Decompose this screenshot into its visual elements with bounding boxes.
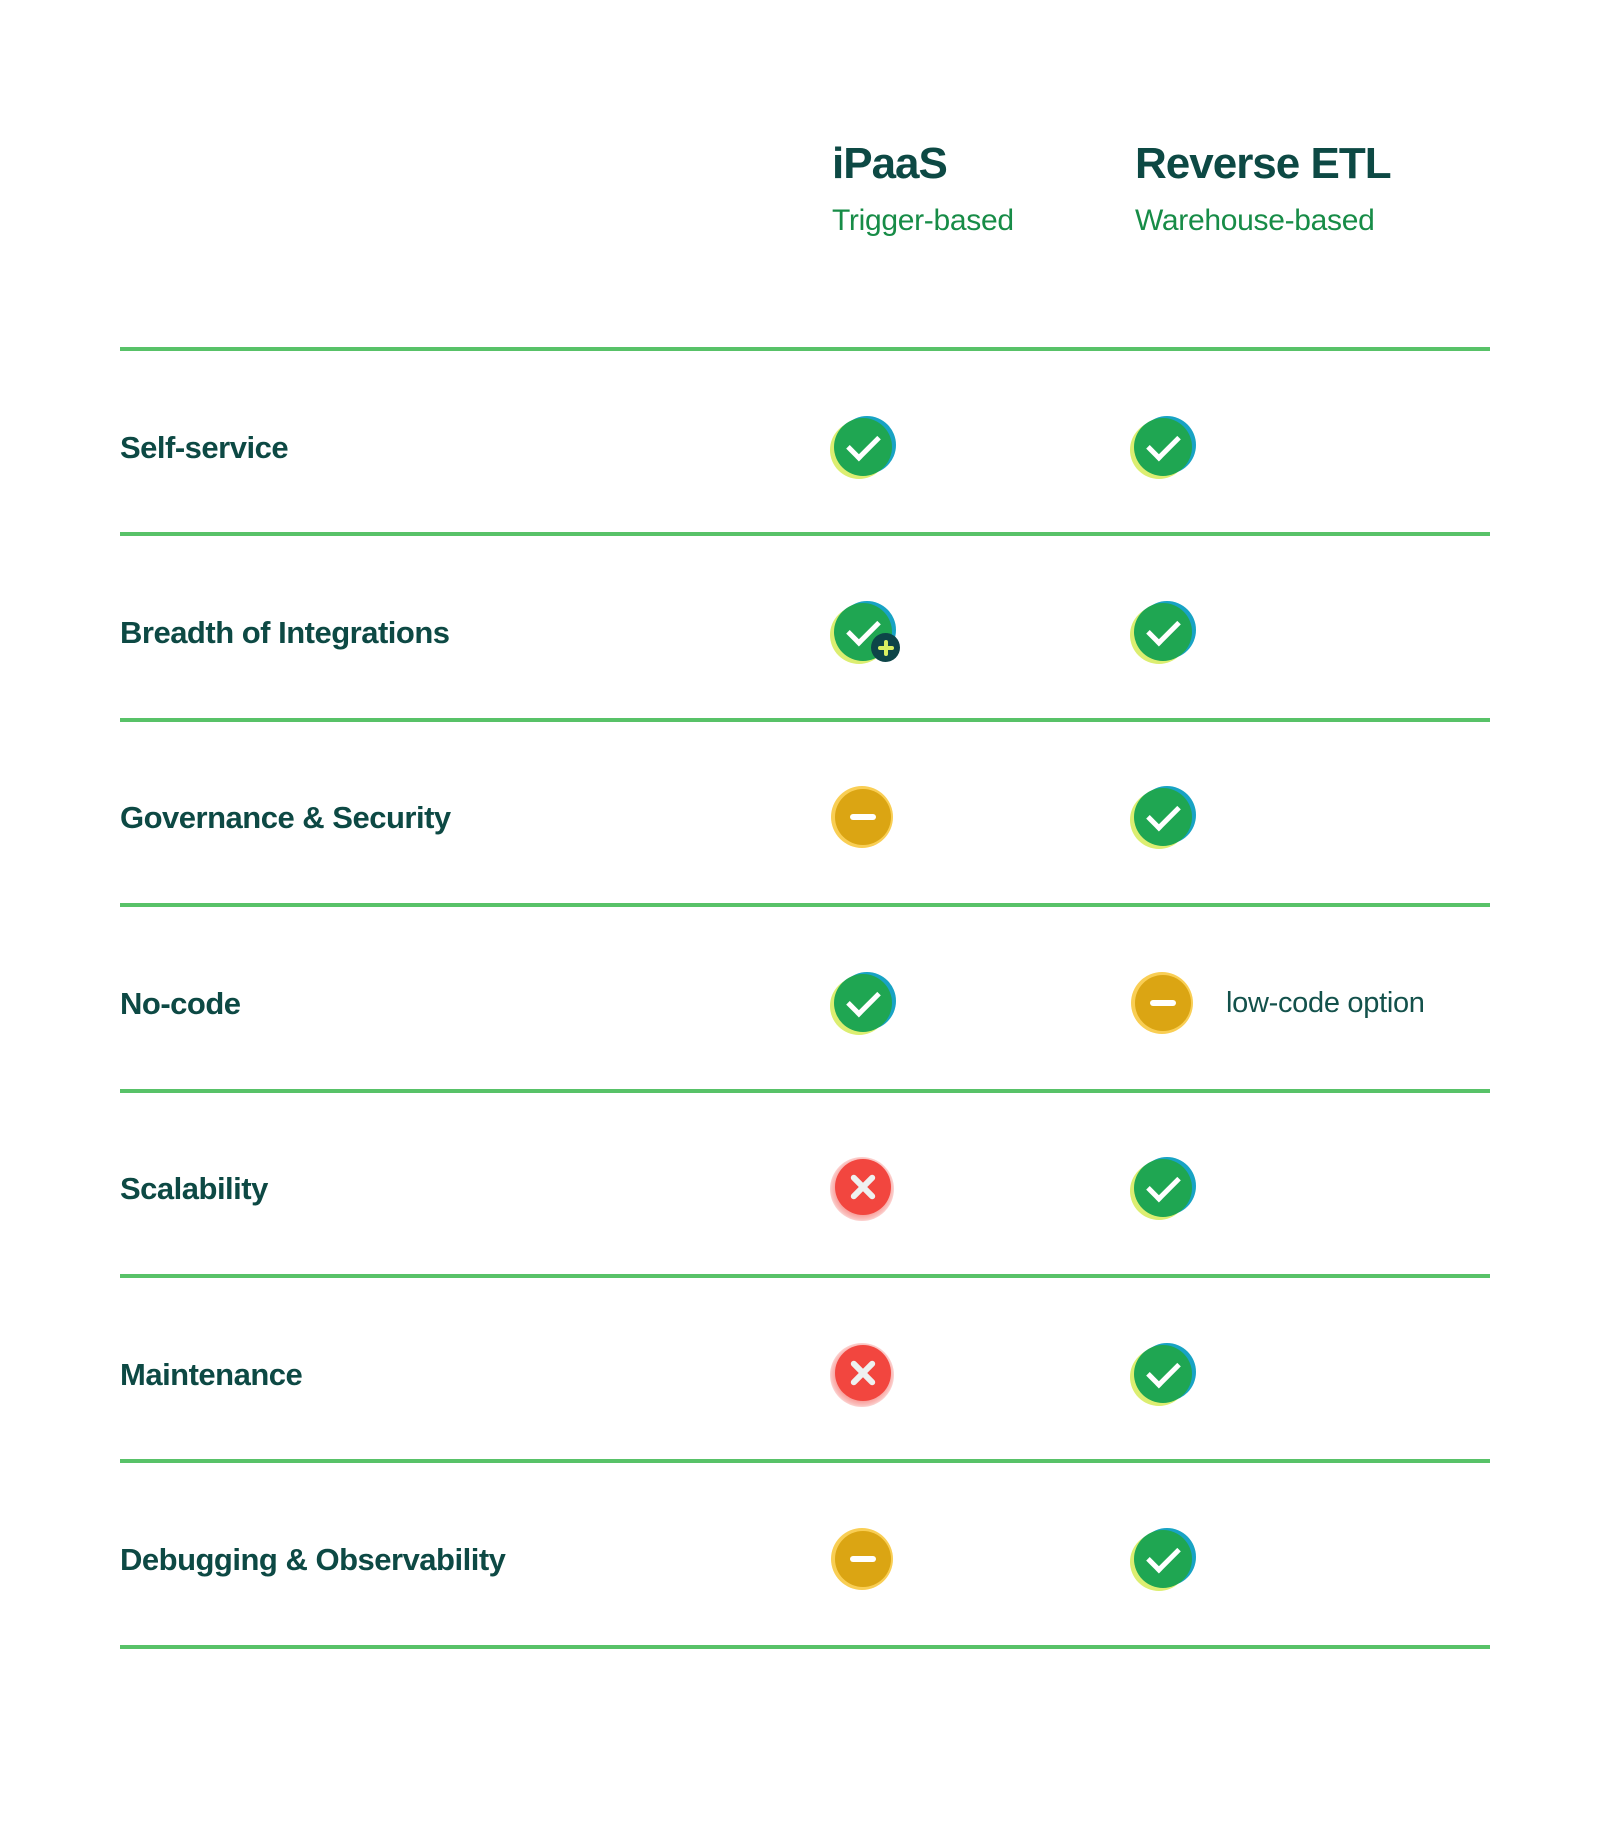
check-icon: [830, 971, 896, 1036]
row-label: Self-service: [120, 429, 289, 465]
icon-core: [1134, 603, 1192, 662]
table-row: No-code low-code option: [120, 907, 1490, 1093]
ipaas-cell: [830, 1157, 1130, 1222]
icon-core: [1134, 1159, 1192, 1218]
reverse-etl-cell: [1130, 1157, 1490, 1221]
row-label: Governance & Security: [120, 800, 451, 836]
icon-core: [1134, 788, 1192, 847]
cell-note: low-code option: [1226, 987, 1425, 1020]
reverse-etl-cell: low-code option: [1130, 971, 1490, 1036]
plus-badge-icon: [871, 633, 900, 663]
check-icon: [1130, 786, 1196, 850]
ipaas-cell: [830, 601, 1130, 665]
row-label: Maintenance: [120, 1356, 303, 1392]
check-plus-icon: [830, 601, 900, 665]
row-label: Breadth of Integrations: [120, 615, 450, 651]
icon-core: [1135, 974, 1191, 1031]
check-icon: [830, 415, 896, 480]
table-row: Governance & Security: [120, 722, 1490, 908]
check-icon: [1130, 1157, 1196, 1221]
comparison-table: Self-service Breadth of Integrations Gov…: [120, 347, 1490, 1649]
cross-icon: [830, 1157, 896, 1222]
table-row: Self-service: [120, 351, 1490, 537]
cross-icon: [830, 1342, 896, 1407]
reverse-etl-cell: [1130, 786, 1490, 850]
minus-icon: [1130, 971, 1196, 1036]
table-row: Debugging & Observability: [120, 1463, 1490, 1649]
check-icon: [1130, 601, 1196, 665]
ipaas-cell: [830, 1342, 1130, 1407]
reverse-etl-cell: [1130, 415, 1490, 480]
row-label: No-code: [120, 985, 241, 1021]
icon-core: [835, 789, 891, 846]
minus-icon: [830, 1528, 896, 1592]
icon-core: [1134, 417, 1192, 476]
table-row: Scalability: [120, 1093, 1490, 1278]
minus-icon: [830, 786, 896, 850]
row-label: Scalability: [120, 1171, 268, 1207]
reverse-etl-cell: [1130, 1528, 1490, 1592]
column-title: Reverse ETL: [1135, 139, 1392, 188]
icon-core: [834, 417, 892, 476]
ipaas-cell: [830, 786, 1130, 850]
column-header-reverse-etl: Reverse ETL Warehouse-based: [1135, 139, 1392, 238]
column-header-ipaas: iPaaS Trigger-based: [832, 139, 1014, 238]
check-icon: [1130, 1342, 1196, 1407]
icon-core: [835, 1159, 891, 1216]
ipaas-cell: [830, 971, 1130, 1036]
icon-core: [835, 1531, 891, 1588]
icon-core: [834, 973, 892, 1032]
column-subtitle: Warehouse-based: [1135, 204, 1375, 238]
reverse-etl-cell: [1130, 601, 1490, 665]
column-title: iPaaS: [832, 139, 948, 188]
check-icon: [1130, 1528, 1196, 1592]
table-row: Breadth of Integrations: [120, 536, 1490, 722]
row-label: Debugging & Observability: [120, 1542, 506, 1578]
icon-core: [1134, 1530, 1192, 1589]
reverse-etl-cell: [1130, 1342, 1490, 1407]
ipaas-cell: [830, 1528, 1130, 1592]
table-row: Maintenance: [120, 1278, 1490, 1464]
ipaas-cell: [830, 415, 1130, 480]
column-subtitle: Trigger-based: [832, 204, 1014, 238]
icon-core: [835, 1344, 891, 1401]
icon-core: [1134, 1344, 1192, 1403]
check-icon: [1130, 415, 1196, 480]
